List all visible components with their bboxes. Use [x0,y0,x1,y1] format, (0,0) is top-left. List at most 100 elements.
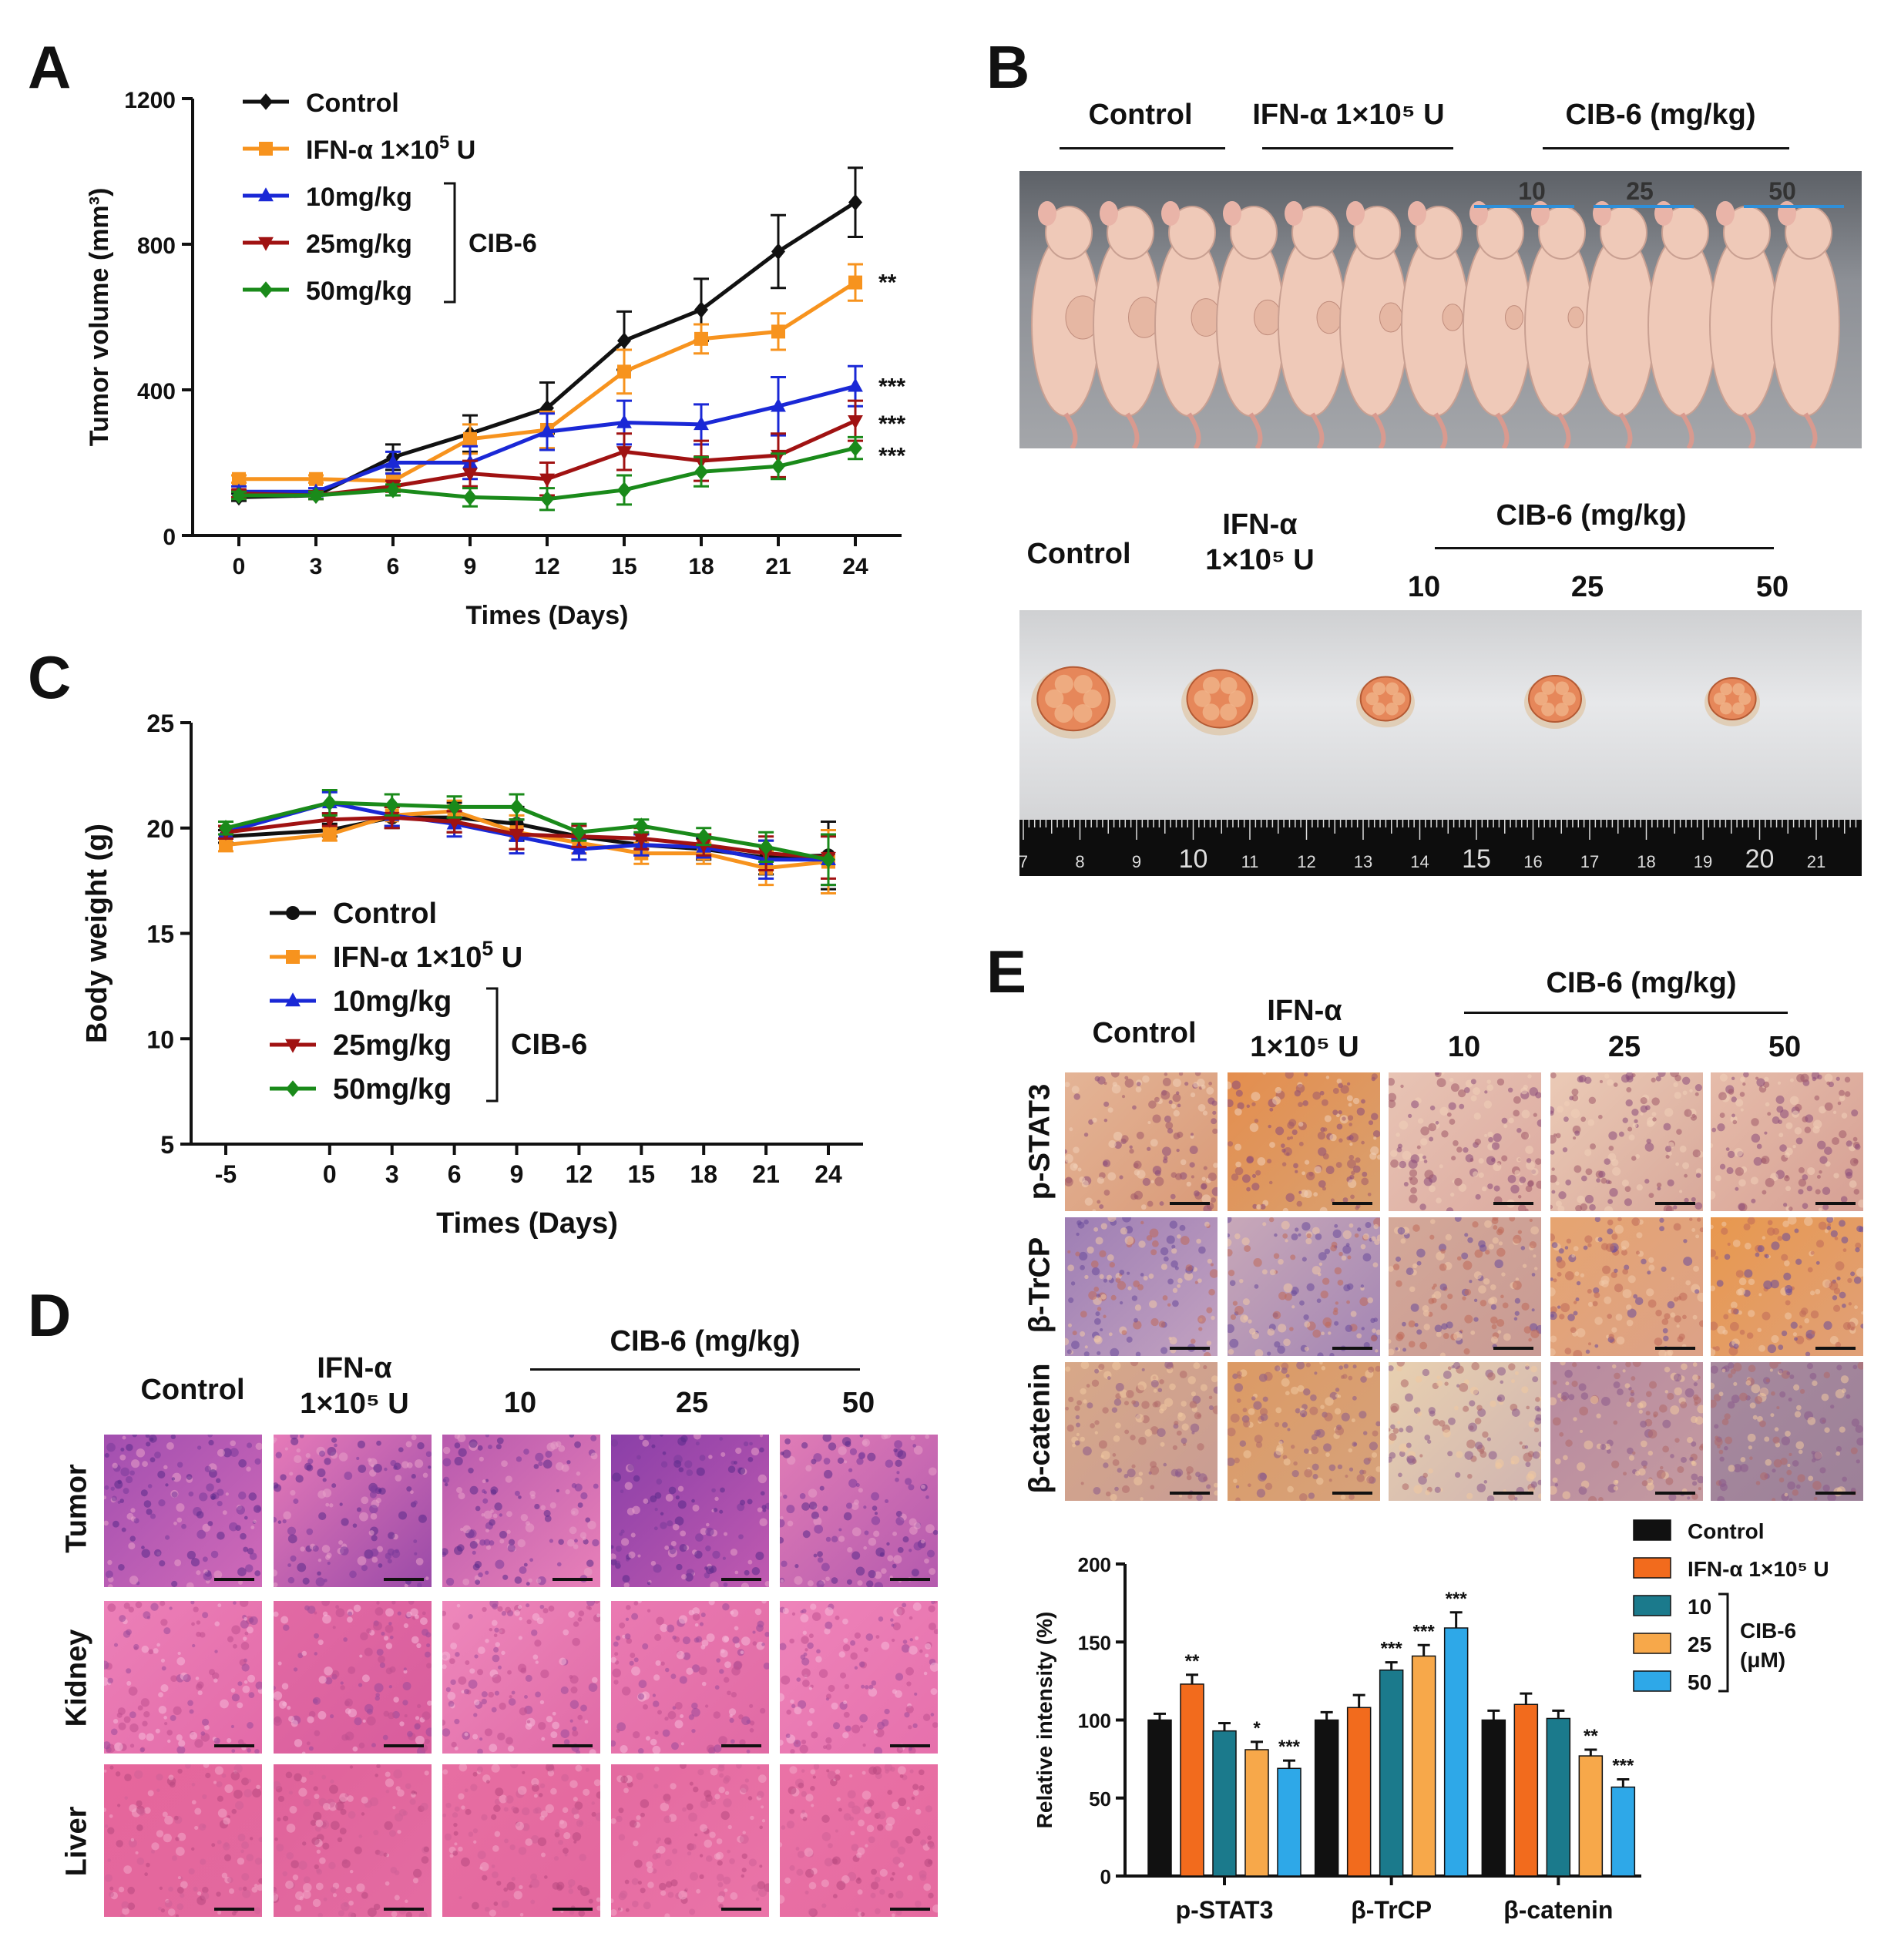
d-header-control: Control [140,1374,245,1406]
data-point [848,275,862,290]
b-line-control [1060,147,1225,149]
scale-bar [1332,1202,1372,1205]
mouse-ear [1716,201,1735,226]
data-point [572,824,586,841]
data-point [616,414,632,428]
scale-bar [1332,1492,1372,1495]
data-point [617,482,631,498]
data-point [219,837,233,852]
mouse [1401,201,1470,448]
data-point [385,454,401,468]
legend-marker [286,1080,300,1097]
legend-bracket [444,182,456,304]
legend-marker [258,237,274,251]
mouse-tail [1618,412,1633,448]
series-4 [218,789,836,887]
scale-bar [721,1908,761,1911]
mouse-head [1107,206,1154,260]
dose-label-50: 50 [1768,177,1796,205]
bracket-label-unit: (μM) [1740,1648,1785,1672]
ihc-tile-pstat3 [1228,1072,1380,1211]
ihc-tile-pstat3 [1711,1072,1863,1211]
ruler-number: 8 [1075,852,1084,871]
ruler-number: 20 [1745,844,1775,874]
ihc-tile-trcp [1228,1217,1380,1356]
y-tick-label: 25 [146,710,174,737]
legend-label: 50mg/kg [333,1073,452,1106]
scale-bar [384,1908,424,1911]
mouse-body [1586,233,1655,417]
tumor-lobe [1202,676,1220,694]
y-tick-label: 1200 [124,88,176,113]
legend-label: 10mg/kg [333,985,452,1018]
y-tick-label: 5 [160,1131,174,1159]
mouse-tail [1063,412,1078,448]
x-tick-label: 18 [688,554,714,579]
mouse-tumor [1442,304,1463,331]
significance-marker: * [1253,1718,1261,1739]
y-tick-label: 200 [1078,1553,1111,1576]
legend-label: IFN-α 1×10⁵ U [1688,1557,1829,1581]
tumor-lobe [1385,702,1399,716]
significance-marker: ** [878,270,897,296]
mouse-head [1415,206,1463,260]
mouse-tumor [1254,299,1281,336]
scale-bar [890,1578,930,1581]
tumor-lobe [1045,689,1064,708]
significance-marker: *** [1446,1589,1468,1609]
legend-marker [285,992,301,1007]
mouse-tail [1433,412,1448,448]
x-tick-label: 3 [385,1160,399,1188]
x-tick-label: 18 [690,1160,717,1188]
data-point [848,439,862,457]
mouse-tail [1310,412,1325,448]
series-1 [218,799,836,895]
bar [1546,1717,1571,1877]
significance-marker: *** [1413,1621,1436,1642]
b-line-ifn [1262,147,1453,149]
mouse-body [1647,233,1717,417]
x-tick-label: 0 [233,554,246,579]
mouse-tail [1741,412,1756,448]
scale-bar [721,1578,761,1581]
mouse-ear [1346,201,1365,226]
x-tick-label: -5 [215,1160,237,1188]
series-line [225,815,829,860]
legend-marker [286,906,300,920]
bar [1411,1655,1436,1877]
mouse-body [1771,233,1840,417]
y-tick-label: 20 [146,815,174,843]
he-tile-tumor [611,1435,769,1587]
ihc-tile-trcp [1389,1217,1541,1356]
d-row-tumor: Tumor [60,1464,93,1553]
x-axis-label: Times (Days) [465,601,628,630]
y-tick-label: 400 [137,379,176,404]
tumor-lobe [1713,692,1726,705]
ihc-tile-catenin [1550,1362,1703,1501]
ruler-number: 10 [1179,844,1208,874]
mouse-tumor [1316,300,1342,334]
b-line-cib [1543,147,1789,149]
panel-letter-d: D [28,1281,72,1349]
mouse [1771,201,1840,448]
scale-bar [1170,1347,1210,1350]
he-tile-tumor [274,1435,432,1587]
data-point [539,473,555,488]
data-point [694,331,708,346]
mouse-tail [1248,412,1263,448]
ruler-number: 18 [1637,852,1655,871]
mouse-tail [1557,412,1571,448]
dose-line-50 [1744,205,1844,208]
bar [1314,1719,1339,1877]
data-point [617,364,631,379]
d-row-kidney: Kidney [60,1629,93,1727]
x-tick-label: 24 [842,554,868,579]
scale-bar [1815,1492,1856,1495]
tumor-sample [1031,666,1116,739]
scale-bar [214,1578,254,1581]
data-point [232,487,246,504]
ruler-number: 12 [1297,852,1315,871]
data-point [309,472,323,486]
bar [1443,1627,1469,1877]
data-point [386,482,400,498]
